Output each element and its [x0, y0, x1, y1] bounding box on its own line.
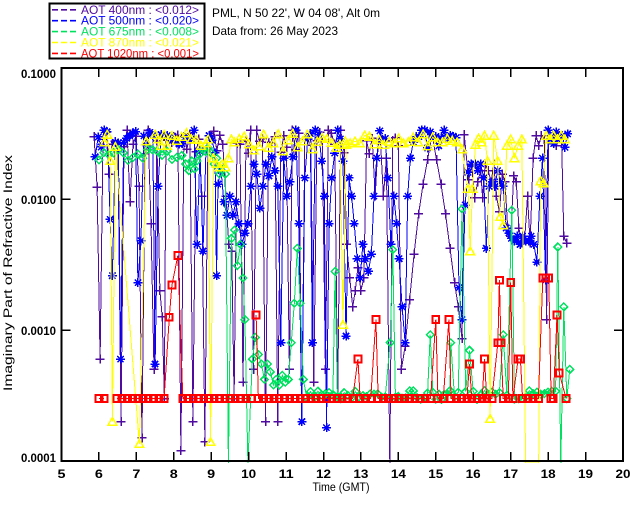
svg-text:5: 5	[58, 469, 67, 481]
svg-text:Data from: 26 May 2023: Data from: 26 May 2023	[212, 24, 338, 38]
svg-text:PML, N 50 22', W 04 08', Alt 0: PML, N 50 22', W 04 08', Alt 0m	[212, 6, 380, 20]
svg-text:10: 10	[241, 469, 256, 481]
svg-text:0.0100: 0.0100	[21, 195, 56, 207]
svg-text:16: 16	[466, 469, 481, 481]
svg-text:13: 13	[353, 469, 368, 481]
svg-text:12: 12	[316, 469, 331, 481]
svg-text:17: 17	[503, 469, 518, 481]
svg-text:0.0001: 0.0001	[21, 453, 57, 465]
svg-text:15: 15	[428, 469, 444, 481]
svg-text:14: 14	[391, 469, 407, 481]
svg-text:18: 18	[541, 469, 557, 481]
svg-text:6: 6	[95, 469, 103, 481]
svg-text:Time (GMT): Time (GMT)	[313, 480, 370, 494]
svg-text:AOT 400nm : <0.012>: AOT 400nm : <0.012>	[81, 3, 199, 17]
svg-text:AOT 500nm : <0.020>: AOT 500nm : <0.020>	[81, 14, 199, 28]
svg-text:Imaginary Part of Refractive I: Imaginary Part of Refractive Index	[3, 155, 15, 391]
svg-text:11: 11	[279, 469, 295, 481]
svg-text:0.0010: 0.0010	[21, 326, 56, 338]
svg-text:19: 19	[578, 469, 593, 481]
svg-text:20: 20	[616, 469, 631, 481]
svg-text:AOT 675nm : <0.008>: AOT 675nm : <0.008>	[81, 25, 199, 39]
svg-text:7: 7	[132, 469, 140, 481]
svg-text:0.1000: 0.1000	[21, 69, 56, 81]
svg-text:8: 8	[170, 469, 179, 481]
svg-text:9: 9	[207, 469, 215, 481]
svg-text:AOT 870nm : <0.021>: AOT 870nm : <0.021>	[81, 36, 199, 50]
svg-text:AOT 1020nm : <0.001>: AOT 1020nm : <0.001>	[81, 46, 199, 60]
